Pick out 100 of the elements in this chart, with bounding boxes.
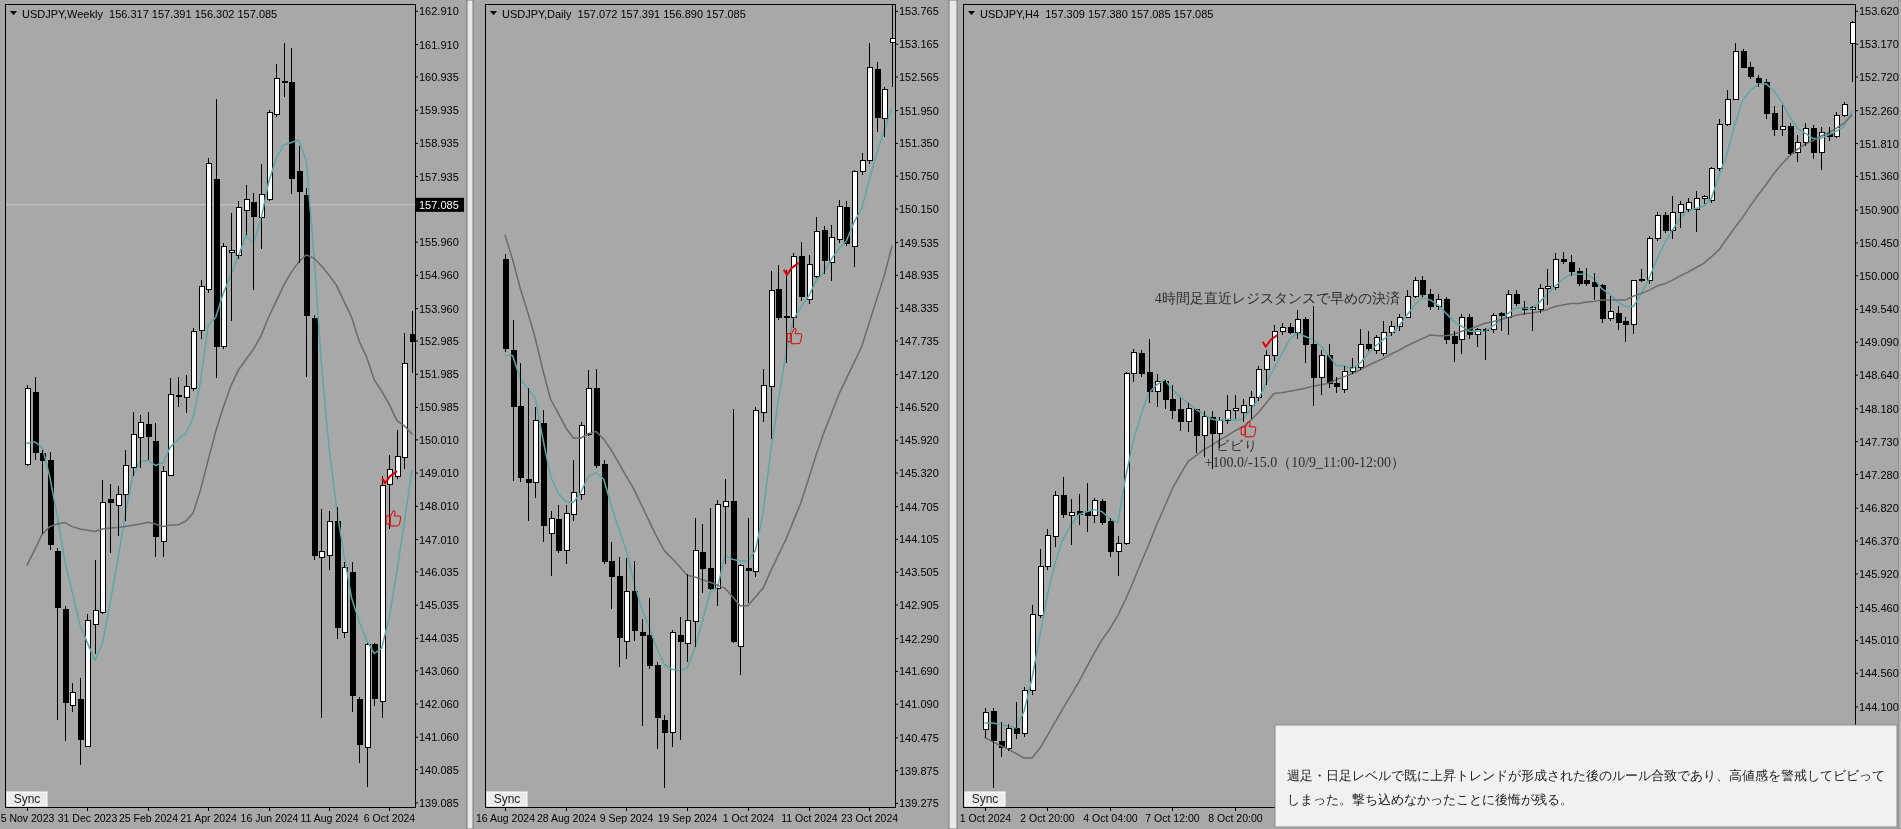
y-tick-label: 142.290 (899, 632, 939, 645)
y-tick-label: 141.690 (899, 665, 939, 678)
ref-line-label: 157.085 (419, 198, 459, 211)
y-tick-label: 146.035 (419, 565, 459, 578)
button: Sync (964, 791, 1006, 807)
y-tick-label: 161.910 (419, 38, 459, 51)
x-tick-label: 1 Oct 2024 (959, 812, 1012, 824)
y-tick-label: 144.100 (1859, 700, 1899, 713)
y-tick-label: 162.910 (419, 5, 459, 18)
y-tick-label: 150.985 (419, 401, 459, 414)
y-tick-label: 145.920 (899, 434, 939, 447)
x-tick-label: 6 Oct 2024 (363, 812, 416, 824)
y-tick-label: 145.010 (1859, 634, 1899, 647)
x-tick-label: 11 Oct 2024 (781, 812, 838, 824)
y-tick-label: 154.960 (419, 269, 459, 282)
chart-title: USDJPY,H4 157.309 157.380 157.085 157.085 (980, 8, 1214, 20)
y-tick-label: 146.820 (1859, 502, 1899, 515)
y-tick-label: 139.275 (899, 797, 939, 810)
y-tick-label: 146.520 (899, 401, 939, 414)
y-tick-label: 151.810 (1859, 137, 1899, 150)
x-tick-label: 28 Aug 2024 (537, 812, 597, 824)
y-tick-label: 148.010 (419, 500, 459, 513)
y-tick-label: 153.165 (899, 38, 939, 51)
y-tick-label: 140.085 (419, 763, 459, 776)
line-series (504, 107, 893, 672)
y-tick-label: 148.935 (899, 269, 939, 282)
x-tick-label: 31 Dec 2023 (57, 812, 118, 824)
y-tick-label: 140.475 (899, 731, 939, 744)
annotation: Sync (13, 792, 41, 806)
y-tick-label: 153.620 (1859, 5, 1899, 18)
y-tick-label: 147.120 (899, 368, 939, 381)
y-tick-label: 151.350 (899, 137, 939, 150)
note-box: 週足・日足レベルで既に上昇トレンドが形成された後のルール合致であり、高値感を警戒してビビってしまった。撃ち込めなかったことに後悔が残る。 (1274, 724, 1898, 828)
x-tick-label: 9 Sep 2024 (599, 812, 654, 824)
y-tick-label: 144.035 (419, 632, 459, 645)
y-tick-label: 146.370 (1859, 535, 1899, 548)
y-tick-label: 150.900 (1859, 204, 1899, 217)
y-tick-label: 152.985 (419, 335, 459, 348)
candlestick (39, 449, 46, 535)
y-tick-label: 148.640 (1859, 369, 1899, 382)
y-tick-label: 151.360 (1859, 170, 1899, 183)
y-tick-label: 152.720 (1859, 71, 1899, 84)
y-tick-label: 150.450 (1859, 236, 1899, 249)
line-series (26, 139, 413, 662)
line-series (504, 234, 893, 607)
y-tick-label: 149.540 (1859, 303, 1899, 316)
y-tick-label: 147.735 (899, 335, 939, 347)
x-tick-label: 25 Feb 2024 (119, 812, 179, 824)
candlestick (502, 253, 509, 353)
x-tick-label: 4 Oct 04:00 (1083, 812, 1138, 824)
y-tick-label: 144.105 (899, 533, 939, 546)
y-tick-label: 158.935 (419, 137, 459, 150)
y-tick-label: 149.090 (1859, 336, 1899, 349)
candlestick (54, 547, 61, 721)
y-tick-label: 157.935 (419, 170, 459, 183)
y-tick-label: 144.560 (1859, 667, 1899, 680)
y-tick-label: 145.460 (1859, 601, 1899, 614)
y-tick-label: 141.060 (419, 731, 459, 744)
y-tick-label: 147.010 (419, 533, 459, 546)
y-tick-label: 150.000 (1859, 269, 1899, 282)
x-tick-label: 1 Oct 2024 (722, 812, 775, 824)
y-tick-label: 152.260 (1859, 104, 1899, 117)
y-tick-label: 153.170 (1859, 38, 1899, 51)
y-tick-label: 153.960 (419, 302, 459, 315)
y-tick-label: 160.935 (419, 70, 459, 83)
y-tick-label: 139.875 (899, 764, 939, 777)
y-tick-label: 145.035 (419, 599, 459, 612)
annotation: Sync (493, 792, 521, 806)
y-tick-label: 159.935 (419, 104, 459, 117)
y-tick-label: 139.085 (419, 796, 459, 809)
button: Sync (486, 791, 528, 807)
y-tick-label: 144.705 (899, 500, 939, 513)
annotation: 週足・日足レベルで既に上昇トレンドが形成された後のルール合致であり、高値感を警戒してビビってしまった。撃ち込めなかったことに後悔が残る。 (1287, 768, 1885, 807)
x-tick-label: 7 Oct 12:00 (1145, 812, 1200, 824)
y-tick-label: 145.920 (1859, 567, 1899, 580)
y-tick-label: 151.950 (899, 104, 939, 117)
y-tick-label: 150.750 (899, 170, 939, 183)
y-tick-label: 141.090 (899, 698, 939, 711)
x-tick-label: 21 Apr 2024 (180, 812, 237, 824)
y-tick-label: 147.730 (1859, 435, 1899, 448)
x-tick-label: 19 Sep 2024 (657, 812, 718, 824)
x-tick-label: 16 Aug 2024 (476, 812, 536, 824)
y-tick-label: 150.150 (899, 202, 939, 215)
y-tick-label: 147.280 (1859, 468, 1899, 481)
y-tick-label: 145.320 (899, 467, 939, 480)
y-tick-label: 142.905 (899, 599, 939, 612)
x-tick-label: 5 Nov 2023 (0, 812, 55, 824)
annotation: ビビり (1216, 438, 1259, 454)
x-tick-label: 23 Oct 2024 (840, 812, 899, 824)
y-tick-label: 149.535 (899, 236, 939, 249)
x-tick-label: 2 Oct 20:00 (1020, 812, 1075, 824)
y-tick-label: 152.565 (899, 70, 939, 83)
y-tick-label: 143.505 (899, 566, 939, 579)
y-tick-label: 148.335 (899, 302, 939, 315)
chart-title: USDJPY,Daily 157.072 157.391 156.890 157.085 (502, 8, 746, 20)
y-tick-label: 142.060 (419, 698, 459, 711)
y-tick-label: 151.985 (419, 368, 459, 381)
candlestick (303, 187, 310, 378)
y-tick-label: 150.010 (419, 433, 459, 446)
y-tick-label: 153.765 (899, 5, 939, 18)
